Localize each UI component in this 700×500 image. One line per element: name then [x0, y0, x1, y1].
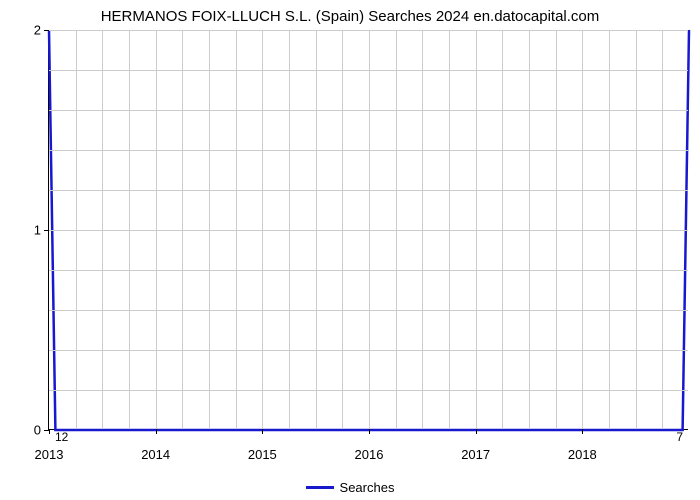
grid-line-v-minor — [529, 30, 530, 429]
grid-line-v — [156, 30, 157, 429]
chart-title: HERMANOS FOIX-LLUCH S.L. (Spain) Searche… — [0, 8, 700, 25]
x-tick-mark — [49, 429, 50, 434]
legend-swatch — [306, 486, 334, 489]
grid-line-v-minor — [316, 30, 317, 429]
x-tick-mark — [156, 429, 157, 434]
grid-line-v-minor — [422, 30, 423, 429]
plot-area: 012201320142015201620172018127 — [48, 30, 688, 430]
grid-line-v-minor — [289, 30, 290, 429]
grid-line-v-minor — [129, 30, 130, 429]
grid-line-v-minor — [236, 30, 237, 429]
grid-line-v-minor — [609, 30, 610, 429]
grid-line-v-minor — [449, 30, 450, 429]
data-point-label: 12 — [55, 430, 68, 444]
grid-line-v-minor — [502, 30, 503, 429]
data-point-label: 7 — [676, 430, 683, 444]
grid-line-v-minor — [636, 30, 637, 429]
grid-line-v-minor — [556, 30, 557, 429]
x-tick-mark — [369, 429, 370, 434]
grid-line-v-minor — [102, 30, 103, 429]
grid-line-v-minor — [182, 30, 183, 429]
legend: Searches — [0, 480, 700, 495]
grid-line-v-minor — [76, 30, 77, 429]
chart-container: HERMANOS FOIX-LLUCH S.L. (Spain) Searche… — [0, 0, 700, 500]
x-tick-mark — [262, 429, 263, 434]
grid-line-v-minor — [342, 30, 343, 429]
grid-line-v-minor — [662, 30, 663, 429]
y-tick-mark — [44, 230, 49, 231]
grid-line-v — [582, 30, 583, 429]
x-tick-mark — [582, 429, 583, 434]
y-tick-mark — [44, 30, 49, 31]
grid-line-v — [262, 30, 263, 429]
legend-label: Searches — [340, 480, 395, 495]
grid-line-v-minor — [209, 30, 210, 429]
grid-line-v — [369, 30, 370, 429]
grid-line-v — [476, 30, 477, 429]
x-tick-mark — [476, 429, 477, 434]
grid-line-v-minor — [396, 30, 397, 429]
